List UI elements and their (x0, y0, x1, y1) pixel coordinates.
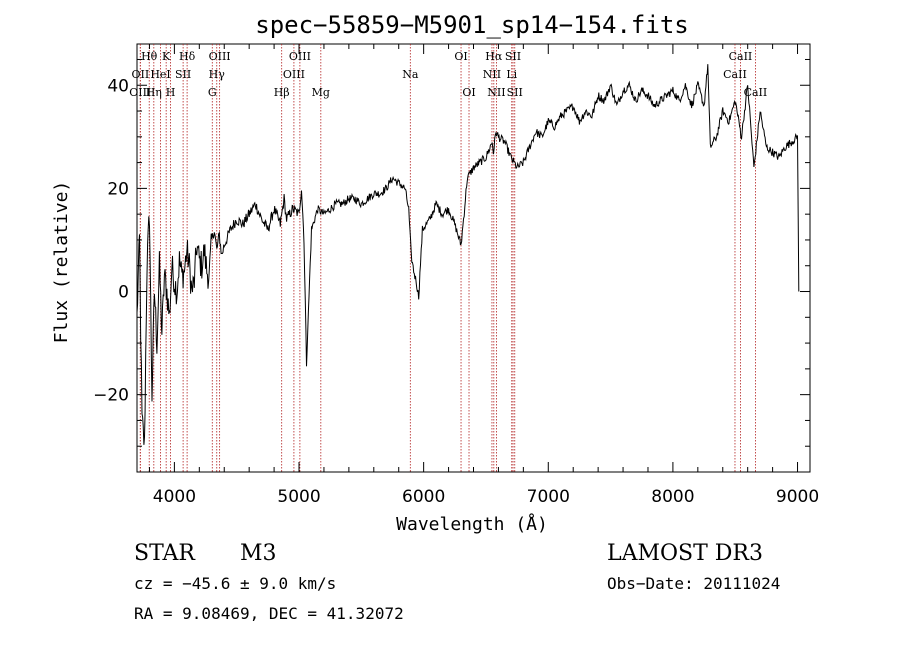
line-label-2: HeI (150, 68, 170, 81)
line-label-24: SII (507, 86, 523, 99)
spectral-line-markers (139, 44, 756, 472)
y-tick-label: 40 (107, 76, 129, 96)
survey-name: LAMOST DR3 (607, 541, 763, 566)
y-axis-ticks: −20 0 20 40 (93, 58, 810, 447)
line-label-16: Na (402, 68, 419, 81)
line-label-6: H (166, 86, 176, 99)
x-tick-label: 9000 (776, 487, 819, 507)
line-label-9: OIII (209, 50, 231, 63)
object-subclass: M3 (240, 541, 277, 566)
line-label-5: K (162, 50, 171, 63)
line-label-0: Hθ (141, 50, 158, 63)
ra-dec: RA = 9.08469, DEC = 41.32072 (134, 604, 404, 623)
line-label-25: CaII (729, 50, 753, 63)
line-label-10: Hγ (209, 68, 226, 81)
object-class: STAR (134, 541, 196, 566)
line-label-7: SII (175, 68, 191, 81)
x-axis-label: Wavelength (Å) (396, 513, 548, 535)
line-label-11: G (208, 86, 217, 99)
line-label-22: SII (505, 50, 521, 63)
x-tick-label: 8000 (651, 487, 694, 507)
line-label-8: Hδ (179, 50, 196, 63)
redshift-cz: cz = −45.6 ± 9.0 km/s (134, 574, 336, 593)
x-tick-label: 7000 (527, 487, 570, 507)
chart-title: spec−55859−M5901_sp14−154.fits (255, 11, 688, 39)
line-label-23: Li (506, 68, 517, 81)
line-label-21: NII (487, 86, 505, 99)
spectrum-line (136, 64, 800, 445)
line-label-12: Hβ (274, 86, 290, 99)
line-label-27: CaII (744, 86, 768, 99)
line-label-3: OIII (129, 86, 151, 99)
line-label-17: OI (454, 50, 467, 63)
line-label-18: OI (462, 86, 475, 99)
line-label-13: OIII (289, 50, 311, 63)
observation-date: Obs−Date: 20111024 (607, 574, 780, 593)
y-tick-label: −20 (93, 386, 129, 406)
line-label-4: Hη (146, 86, 162, 99)
line-label-1: OII (132, 68, 150, 81)
line-label-20: NII (483, 68, 501, 81)
y-tick-label: 20 (107, 179, 129, 199)
line-label-14: OIII (283, 68, 305, 81)
y-tick-label: 0 (118, 283, 129, 303)
line-label-19: Hα (485, 50, 503, 63)
x-tick-label: 5000 (277, 487, 320, 507)
x-axis-ticks: 4000 5000 6000 7000 8000 9000 (148, 44, 819, 507)
x-tick-label: 6000 (402, 487, 445, 507)
line-label-15: Mg (312, 86, 330, 99)
line-label-26: CaII (723, 68, 747, 81)
y-axis-label: Flux (relative) (51, 181, 72, 344)
x-tick-label: 4000 (153, 487, 196, 507)
